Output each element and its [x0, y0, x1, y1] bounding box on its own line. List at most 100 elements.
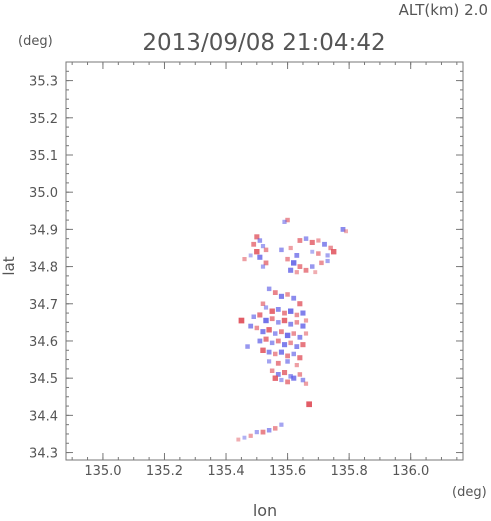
heatmap-cell [266, 349, 272, 355]
heatmap-cell [260, 329, 266, 335]
heatmap-cell [275, 372, 281, 377]
heatmap-cell [297, 372, 303, 377]
heatmap-cell [300, 342, 306, 348]
heatmap-cell [288, 267, 294, 273]
heatmap-cell [254, 234, 260, 240]
heatmap-cell [300, 310, 306, 316]
x-tick-label: 135.8 [331, 464, 368, 479]
heatmap-cell [291, 331, 296, 336]
heatmap-cell [331, 249, 337, 255]
heatmap-cell [282, 342, 288, 348]
x-axis-unit: (deg) [452, 485, 487, 500]
heatmap-cell [257, 254, 263, 260]
heatmap-cell [279, 247, 284, 253]
heatmap-cell [285, 353, 290, 359]
heatmap-cell [325, 258, 330, 264]
heatmap-cell [300, 377, 306, 383]
heatmap-cell [297, 264, 303, 269]
heatmap-cell [297, 238, 303, 243]
heatmap-cell [294, 320, 300, 325]
axis-ticks: 135.0 135.2 135.4 135.6 135.8 136.0 34.3 34.4 34… [29, 61, 463, 479]
y-tick-label: 34.7 [29, 298, 58, 313]
heatmap-cell [260, 244, 266, 249]
heatmap-cell [328, 245, 333, 251]
heatmap-cell [260, 429, 266, 435]
heatmap-cell [269, 316, 275, 322]
heatmap-cell [273, 351, 278, 357]
heatmap-cell [310, 264, 315, 269]
heatmap-cell [267, 359, 272, 364]
heatmap-cell [254, 249, 260, 255]
heatmap-cell [242, 435, 247, 440]
heatmap-cell [242, 257, 247, 262]
timestamp-title: 2013/09/08 21:04:42 [142, 30, 385, 56]
heatmap-cell [263, 305, 269, 310]
heatmap-cell [248, 253, 253, 258]
heatmap-cell [257, 238, 263, 243]
x-tick-label: 135.0 [84, 464, 121, 479]
heatmap-cell [257, 338, 263, 344]
heatmap-cell [288, 308, 294, 314]
heatmap-cell [279, 377, 284, 383]
heatmap-cell [285, 359, 290, 364]
y-tick-label: 35.1 [29, 149, 58, 164]
heatmap-cell [282, 370, 288, 376]
heatmap-cell [251, 241, 257, 247]
heatmap-cell [316, 251, 321, 256]
heatmap-cell [291, 351, 296, 357]
heatmap-cell [263, 317, 269, 324]
heatmap-cell [340, 227, 346, 232]
y-tick-label: 35.3 [29, 75, 58, 90]
heatmap-cell [309, 239, 315, 245]
heatmap-cell [266, 286, 272, 292]
heatmap-cell [272, 375, 278, 381]
y-axis-unit: (deg) [18, 34, 53, 49]
heatmap-cell [273, 426, 278, 431]
heatmap-cell [291, 375, 297, 381]
heatmap-cell [294, 344, 300, 349]
heatmap-cell [251, 314, 256, 319]
heatmap-cell [272, 290, 278, 295]
heatmap-cell [300, 323, 306, 329]
y-tick-label: 34.9 [29, 223, 58, 238]
y-tick-label: 34.6 [29, 335, 58, 350]
y-tick-label: 35.2 [29, 112, 58, 127]
heatmap-cell [278, 293, 284, 299]
heatmap-cell [285, 292, 290, 297]
y-tick-label: 34.5 [29, 372, 58, 387]
y-tick-label: 34.4 [29, 409, 58, 424]
heatmap-cell [248, 323, 254, 329]
heatmap-cell [310, 249, 315, 254]
heatmap-cell [263, 260, 269, 266]
heatmap-cell [294, 253, 300, 258]
heatmap-cell [285, 217, 290, 223]
heatmap-cell [248, 433, 253, 438]
heatmap-cell [297, 301, 303, 307]
heatmap-cell [278, 349, 284, 355]
heatmap-cell [281, 317, 288, 324]
plot-frame [65, 61, 464, 461]
x-tick-label: 135.2 [146, 464, 183, 479]
heatmap-cell [303, 267, 309, 273]
heatmap-cell [285, 379, 290, 385]
heatmap-cell [297, 355, 303, 361]
heatmap-cell [275, 360, 281, 366]
heatmap-cell [285, 256, 290, 262]
heatmap-cell [282, 219, 287, 224]
heatmap-cell [269, 340, 275, 346]
x-tick-label: 135.4 [207, 464, 244, 479]
heatmap-cell [263, 247, 269, 253]
heatmap-cell [260, 347, 266, 353]
heatmap-cell [245, 344, 250, 349]
x-tick-label: 136.0 [392, 464, 429, 479]
heatmap-cell [303, 236, 309, 241]
y-tick-label: 34.8 [29, 261, 58, 276]
heatmap-cell [313, 270, 318, 275]
heatmap-cell [297, 334, 303, 340]
heatmap-cell [303, 318, 309, 323]
heatmap-cell [288, 374, 293, 379]
x-tick-label: 135.6 [269, 464, 306, 479]
heatmap-cell [275, 307, 281, 312]
heatmap-cell [325, 253, 330, 258]
x-axis-label: lon [253, 501, 277, 520]
